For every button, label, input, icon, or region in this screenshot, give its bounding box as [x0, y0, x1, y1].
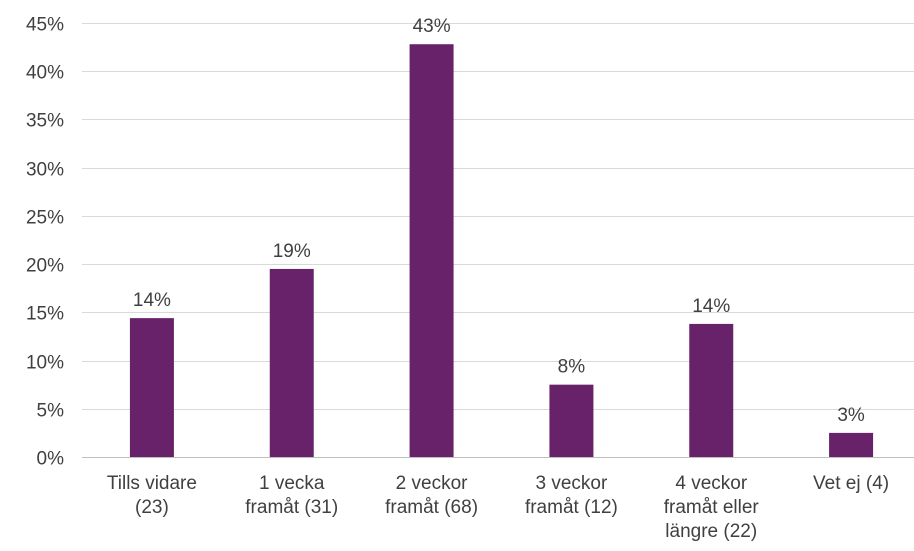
- y-tick-label: 20%: [26, 256, 64, 277]
- x-tick-label-line: (23): [135, 497, 169, 518]
- bar: [269, 268, 314, 457]
- x-tick-label: 2 veckor framåt (68): [385, 473, 478, 518]
- x-tick-label-line: 3 veckor: [536, 473, 608, 494]
- x-tick-label: 1 vecka framåt (31): [245, 473, 338, 518]
- y-tick-label: 10%: [26, 353, 64, 374]
- x-axis-tick-labels: Tills vidare (23) 1 vecka framåt (31) 2 veck…: [107, 473, 889, 542]
- data-label: 8%: [558, 357, 586, 378]
- data-label: 14%: [133, 290, 171, 311]
- data-label: 3%: [837, 405, 865, 426]
- x-tick-label-line: längre (22): [665, 521, 757, 542]
- data-label: 14%: [692, 296, 730, 317]
- x-tick-label-line: 2 veckor: [396, 473, 468, 494]
- x-tick-label: Tills vidare (23): [107, 473, 197, 518]
- x-tick-label-line: framåt (12): [525, 497, 618, 518]
- data-label: 19%: [273, 241, 311, 262]
- y-axis-tick-labels: 0% 5% 10% 15% 20% 25% 30% 35% 40% 45%: [26, 15, 64, 470]
- data-label: 43%: [413, 16, 451, 37]
- y-tick-label: 35%: [26, 111, 64, 132]
- x-tick-label: Vet ej (4): [813, 473, 889, 494]
- data-labels: 14% 19% 43% 8% 14% 3%: [133, 16, 865, 426]
- y-tick-label: 25%: [26, 208, 64, 229]
- bars: [129, 44, 874, 458]
- y-tick-label: 5%: [37, 401, 65, 422]
- bar: [689, 323, 734, 457]
- y-tick-label: 0%: [37, 449, 65, 470]
- x-tick-label-line: Tills vidare: [107, 473, 197, 494]
- x-tick-label-line: framåt (31): [245, 497, 338, 518]
- y-tick-label: 15%: [26, 304, 64, 325]
- gridlines: [82, 23, 914, 410]
- x-tick-label: 3 veckor framåt (12): [525, 473, 618, 518]
- x-tick-label-line: framåt eller: [664, 497, 760, 518]
- x-tick-label-line: Vet ej (4): [813, 473, 889, 494]
- x-tick-label-line: framåt (68): [385, 497, 478, 518]
- x-tick-label-line: 1 vecka: [259, 473, 325, 494]
- x-tick-label: 4 veckor framåt eller längre (22): [664, 473, 760, 542]
- y-tick-label: 40%: [26, 63, 64, 84]
- bar: [129, 318, 174, 457]
- bar: [409, 44, 454, 458]
- x-tick-label-line: 4 veckor: [675, 473, 747, 494]
- y-tick-label: 45%: [26, 15, 64, 36]
- bar: [829, 432, 874, 457]
- y-tick-label: 30%: [26, 160, 64, 181]
- bar: [549, 384, 594, 457]
